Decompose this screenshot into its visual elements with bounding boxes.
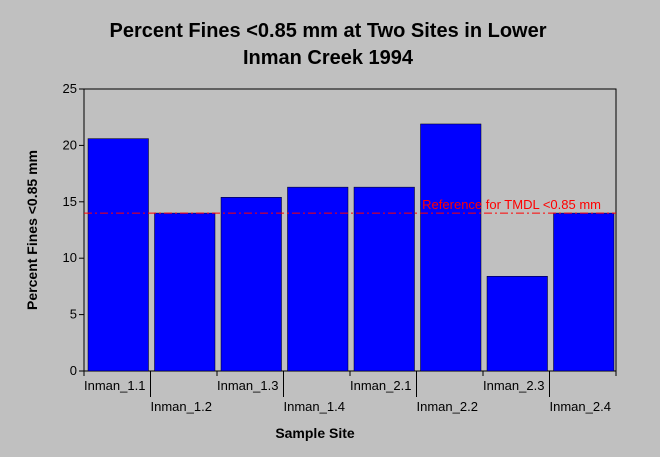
x-tick-label-Inman_2.4: Inman_2.4 (550, 399, 611, 414)
y-tick-label-5: 5 (70, 307, 77, 322)
x-tick-label-Inman_1.1: Inman_1.1 (84, 378, 145, 393)
bar-Inman_2.4 (553, 212, 615, 372)
y-tick-label-10: 10 (63, 250, 77, 265)
x-tick-label-Inman_1.2: Inman_1.2 (151, 399, 212, 414)
x-tick-label-Inman_2.2: Inman_2.2 (417, 399, 478, 414)
bar-Inman_2.1 (353, 186, 415, 372)
plot-area: 0 5 10 15 20 25 Inman_1.1 Inman_1.2 Inman_1.3 Inm… (63, 81, 617, 414)
chart-title-line-2: Inman Creek 1994 (243, 47, 414, 69)
x-tick-label-Inman_2.1: Inman_2.1 (350, 378, 411, 393)
y-axis-title: Percent Fines <0.85 mm (24, 150, 40, 310)
bar-Inman_2.3 (486, 275, 548, 372)
x-tick-label-Inman_1.4: Inman_1.4 (284, 399, 345, 414)
y-tick-label-15: 15 (63, 194, 77, 209)
y-tick-label-20: 20 (63, 137, 77, 152)
x-tick-label-Inman_2.3: Inman_2.3 (483, 378, 544, 393)
y-tick-label-25: 25 (63, 81, 77, 96)
y-tick-label-0: 0 (70, 363, 77, 378)
bar-Inman_1.1 (87, 138, 149, 372)
bar-Inman_1.4 (287, 186, 349, 372)
x-axis-title: Sample Site (275, 425, 355, 441)
bar-Inman_1.3 (220, 197, 282, 372)
reference-line-label: Reference for TMDL <0.85 mm (422, 197, 601, 212)
x-tick-label-Inman_1.3: Inman_1.3 (217, 378, 278, 393)
bar-Inman_1.2 (154, 212, 216, 372)
bar-Inman_2.2 (420, 123, 482, 372)
chart-title-line-1: Percent Fines <0.85 mm at Two Sites in L… (110, 20, 547, 42)
